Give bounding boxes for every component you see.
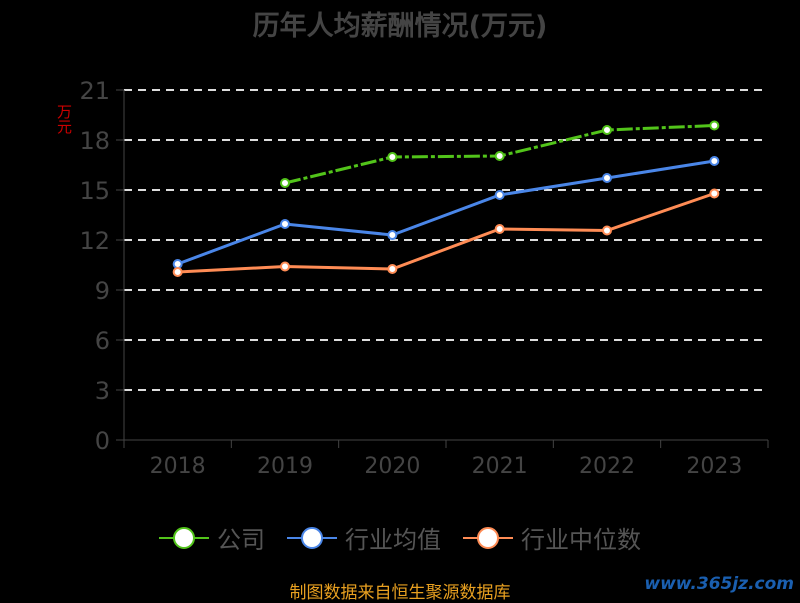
legend-label: 行业中位数 [521, 526, 641, 554]
series-line [177, 192, 715, 274]
data-point [709, 120, 720, 131]
y-tick-label: 21 [79, 77, 110, 105]
y-tick-label: 9 [95, 277, 110, 305]
y-tick-label: 6 [95, 327, 110, 355]
data-point [387, 230, 398, 240]
series-line [177, 159, 715, 266]
data-point [494, 151, 505, 161]
data-point [280, 178, 290, 188]
data-point [387, 152, 398, 162]
y-tick-label: 18 [79, 127, 110, 155]
legend-item[interactable]: 公司 [159, 520, 265, 555]
data-point [172, 267, 183, 277]
legend: 公司 行业均值 行业中位数 [0, 520, 800, 555]
data-point [602, 125, 612, 135]
y-axis-label: 万元 [55, 104, 73, 134]
data-point [172, 259, 183, 269]
y-tick-label: 3 [95, 377, 110, 405]
x-tick-label: 2018 [150, 454, 206, 479]
source-footer: 制图数据来自恒生聚源数据库 [289, 583, 511, 603]
data-point [494, 224, 505, 234]
legend-label: 行业均值 [345, 526, 441, 554]
data-point [280, 261, 290, 272]
x-tick-label: 2020 [364, 454, 420, 479]
legend-marker-icon [463, 526, 513, 549]
data-point [602, 173, 612, 183]
legend-item[interactable]: 行业均值 [287, 520, 441, 555]
y-tick-label: 0 [95, 427, 110, 455]
watermark: www.365jz.com [644, 574, 794, 594]
data-point [280, 219, 290, 229]
chart-title: 历年人均薪酬情况(万元) [252, 11, 548, 42]
data-point [494, 190, 505, 200]
x-tick-label: 2019 [257, 454, 313, 479]
y-tick-label: 12 [79, 227, 110, 255]
legend-item[interactable]: 行业中位数 [463, 520, 641, 555]
data-point [709, 156, 720, 166]
data-point [387, 264, 398, 274]
x-tick-label: 2023 [686, 454, 742, 479]
data-point [709, 188, 720, 199]
legend-marker-icon [287, 526, 337, 549]
x-tick-label: 2021 [472, 454, 528, 479]
legend-marker-icon [159, 526, 209, 549]
data-point [602, 225, 612, 236]
legend-label: 公司 [217, 526, 265, 554]
y-tick-label: 15 [79, 177, 110, 205]
x-tick-label: 2022 [579, 454, 635, 479]
